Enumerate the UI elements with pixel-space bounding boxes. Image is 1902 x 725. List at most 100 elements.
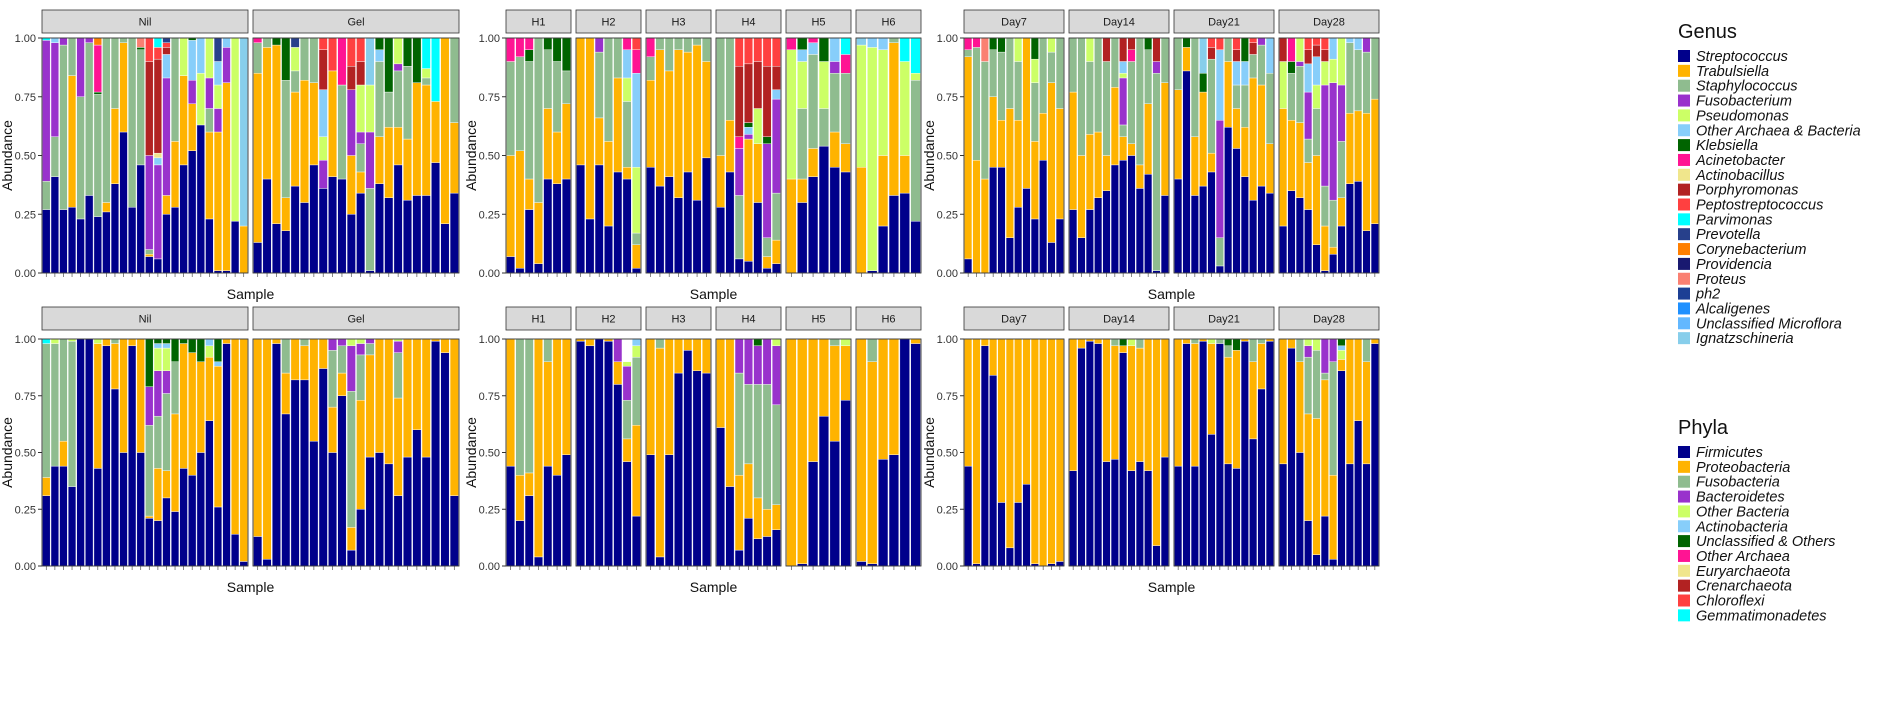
panel-border [1173,37,1275,274]
bar-segment [561,178,571,274]
bar [110,37,120,274]
bar-segment [102,338,111,347]
bar-segment [102,345,111,567]
bar-segment [356,354,366,401]
bar-segment [771,98,781,194]
bar-segment [1362,51,1371,114]
bar [145,37,154,274]
chart-genus-1: 0.00 0.25 0.50 0.75 1.00 Abundance Sample Nil Ge… [0,9,460,302]
bar [365,338,375,567]
bar-segment [964,258,973,274]
bar-segment [1287,37,1296,62]
bar-segment [412,429,422,567]
bar-segment [888,454,899,567]
bar-segment [403,65,412,140]
bar-segment [1312,44,1321,57]
facet-h1: H1 [505,9,572,277]
bar-segment [136,338,145,453]
bar-segment [734,258,744,274]
y-tick-label: 1.00 [479,334,500,346]
facet-strip [715,9,782,34]
bar-segment [878,49,889,156]
facet-strip [645,9,712,34]
legend-swatch [1678,272,1690,285]
bar-segment [910,343,921,567]
bar [613,338,623,567]
bar-segment [128,345,137,567]
bar [867,338,878,567]
bar [829,37,840,274]
bar-segment [964,338,973,467]
facet-label: Day7 [1001,314,1027,326]
facet-label: H4 [741,314,755,326]
bar-segment [1249,438,1258,567]
bar-segment [753,37,763,62]
panel-border [785,37,852,274]
bar [337,338,347,567]
bar-segment [153,152,162,159]
bar-segment [524,209,534,274]
bar [888,37,899,274]
bar-segment [1304,209,1313,274]
y-tick-label: 0.25 [937,209,958,221]
bar-segment [1055,108,1064,220]
facet-strip [1068,9,1170,34]
bar [797,37,808,274]
bar-segment [734,338,744,374]
bar-segment [67,75,77,208]
bar-segment [646,167,656,274]
bar [365,37,375,274]
legend-swatch [1678,79,1690,92]
bar [972,37,981,274]
bar-segment [374,136,384,184]
panel-border [1278,37,1380,274]
bar [1102,338,1111,567]
bar [1232,37,1241,274]
panel-border [1068,338,1170,567]
panel-border [645,338,712,567]
bar [1279,338,1288,567]
bar-segment [622,400,632,440]
bar-segment [337,338,347,347]
bar-segment [989,49,998,97]
bar-segment [196,73,205,126]
bar-segment [552,183,562,274]
facet-h6: H6 [855,306,922,570]
bar-segment [1337,338,1346,347]
y-tick-label: 0.00 [15,561,36,573]
bar [1199,338,1208,567]
bar [1047,338,1056,567]
bar-segment [231,338,240,535]
bar-segment [1329,246,1338,255]
bar-segment [1304,37,1313,50]
x-axis-title: Sample [1148,579,1196,595]
bar [786,338,797,567]
bar-segment [1190,343,1199,467]
phyla-legend-items: FirmicutesProteobacteriaFusobacteriaBact… [1678,445,1835,624]
bar-segment [162,370,171,394]
bar-segment [1337,370,1346,567]
bar [1329,37,1338,274]
bar-segment [786,178,797,274]
bar-segment [771,529,781,567]
bar-segment [734,65,744,137]
legend-label: Trabulsiella [1696,64,1769,80]
bar [576,37,586,274]
bar [1135,338,1144,567]
bar-segment [1055,37,1064,109]
bar [1232,338,1241,567]
bar-segment [1312,108,1321,156]
bar-segment [753,108,763,144]
bar-segment [1362,338,1371,362]
facet-label: Gel [347,314,364,326]
y-tick-label: 0.00 [15,268,36,280]
bar-segment [692,338,702,371]
bar-segment [1329,82,1338,201]
bar-segment [1362,112,1371,231]
bar [421,37,431,274]
bar-segment [1295,61,1304,67]
bar [753,338,763,567]
bar-segment [622,438,632,462]
bar-segment [145,518,154,567]
bar [631,338,641,567]
